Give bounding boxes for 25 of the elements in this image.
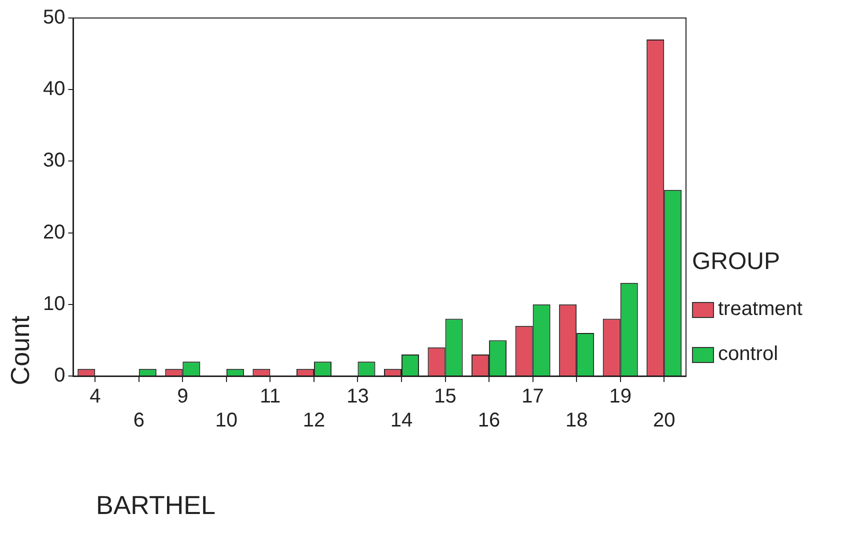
x-tick-label: 14 (390, 410, 413, 432)
y-tick-label: 10 (42, 292, 66, 315)
x-tick-label: 6 (133, 410, 144, 432)
y-tick-label: 50 (42, 6, 66, 29)
x-tick-label: 4 (90, 386, 101, 408)
x-tick-label: 17 (522, 386, 544, 408)
x-tick-label: 15 (434, 386, 456, 408)
x-tick-label: 13 (346, 386, 369, 408)
legend-title: GROUP (692, 248, 782, 276)
x-tick-label: 10 (215, 410, 238, 432)
x-tick-label: 12 (302, 410, 326, 432)
x-tick-label: 18 (565, 410, 588, 432)
legend-label: control (718, 343, 778, 366)
y-tick-label: 20 (42, 221, 66, 244)
legend-label: treatment (718, 298, 802, 321)
y-axis-title: Count (5, 316, 36, 386)
y-tick-label: 40 (42, 78, 66, 100)
x-tick-label: 19 (609, 386, 632, 408)
y-tick-label: 0 (54, 364, 66, 387)
x-axis-title: BARTHEL (96, 490, 216, 521)
y-tick-label: 30 (42, 150, 66, 172)
x-tick-label: 11 (260, 386, 281, 408)
x-tick-label: 20 (652, 410, 676, 432)
x-tick-label: 9 (177, 386, 188, 408)
x-tick-label: 16 (478, 410, 500, 432)
